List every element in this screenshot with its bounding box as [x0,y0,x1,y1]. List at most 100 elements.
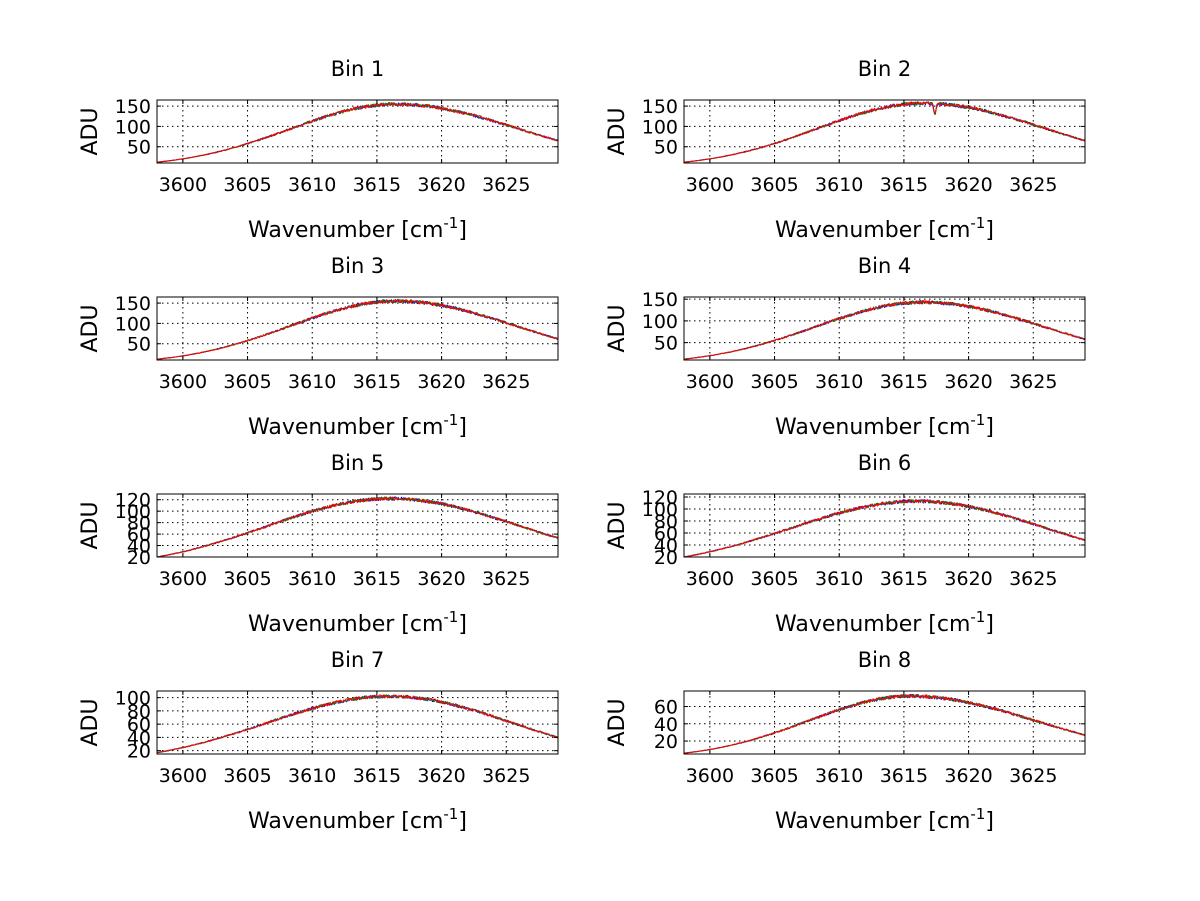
chart-8-xlabel: Wavenumber [cm-1] [775,805,994,834]
chart-5-series-spectrum-c [156,496,559,558]
chart-2-xlabel: Wavenumber [cm-1] [775,214,994,243]
chart-5-title: Bin 5 [331,451,385,475]
chart-1-xtick-label-1: 3605 [223,174,271,196]
chart-7-axes-box [156,690,559,755]
chart-8-ytick-label-1: 40 [654,714,678,736]
chart-7-xtick-label-0: 3600 [159,765,207,787]
chart-7-series-spectrum-c [156,694,559,753]
chart-7-xtick-label-2: 3610 [288,765,336,787]
chart-8-xtick-label-1: 3605 [750,765,798,787]
chart-1-xlabel: Wavenumber [cm-1] [248,214,467,243]
chart-1-series-spectrum-c [156,102,559,163]
chart-3-ylabel: ADU [78,304,103,352]
chart-7-xtick-label-5: 3625 [482,765,530,787]
chart-2-ytick-label-2: 150 [642,96,678,118]
chart-2-axes-box [683,99,1086,164]
chart-6-ytick-label-2: 60 [654,523,678,545]
chart-8-plot-area [684,691,1085,754]
chart-4-title: Bin 4 [858,254,912,278]
chart-3-xlabel: Wavenumber [cm-1] [248,411,467,440]
chart-7-xtick-label-3: 3615 [353,765,401,787]
chart-6-xtick-label-0: 3600 [686,568,734,590]
chart-7-xlabel: Wavenumber [cm-1] [248,805,467,834]
chart-3-axes-box [156,296,559,361]
chart-5-xtick-label-4: 3620 [417,568,465,590]
chart-3-xtick-label-1: 3605 [223,371,271,393]
chart-6-xtick-label-2: 3610 [815,568,863,590]
chart-6-ytick-label-1: 40 [654,535,678,557]
chart-2-ylabel: ADU [605,107,630,155]
chart-1-xtick-label-4: 3620 [417,174,465,196]
chart-6-xtick-label-3: 3615 [880,568,928,590]
chart-1-ytick-label-0: 50 [127,137,151,159]
chart-8-series-spectrum-c [683,693,1086,754]
chart-1-ytick-label-1: 100 [115,116,151,138]
chart-4-series-spectrum-c [683,300,1086,360]
chart-4-axes-box [683,296,1086,361]
chart-2-ytick-label-0: 50 [654,137,678,159]
chart-6-xtick-label-5: 3625 [1009,568,1057,590]
chart-4-xtick-label-2: 3610 [815,371,863,393]
chart-5-ytick-label-3: 80 [127,513,151,535]
chart-2-xtick-label-1: 3605 [750,174,798,196]
chart-1-xtick-label-5: 3625 [482,174,530,196]
chart-2-xtick-label-3: 3615 [880,174,928,196]
chart-3-xtick-label-2: 3610 [288,371,336,393]
chart-8-xtick-label-2: 3610 [815,765,863,787]
chart-2-xtick-label-4: 3620 [944,174,992,196]
chart-4-xtick-label-3: 3615 [880,371,928,393]
chart-6-axes-box [683,493,1086,558]
chart-3-xtick-label-3: 3615 [353,371,401,393]
chart-1-title: Bin 1 [331,57,385,81]
chart-8-xtick-label-3: 3615 [880,765,928,787]
chart-1-ylabel: ADU [78,107,103,155]
chart-4-xtick-label-1: 3605 [750,371,798,393]
chart-6-ytick-label-5: 120 [642,487,678,509]
chart-1-ytick-label-2: 150 [115,96,151,118]
chart-5-plot-area [157,494,558,557]
chart-8-axes-box [683,690,1086,755]
chart-7-ytick-label-3: 80 [127,701,151,723]
chart-7-xtick-label-1: 3605 [223,765,271,787]
chart-8-ytick-label-0: 20 [654,731,678,753]
chart-5-ylabel: ADU [78,501,103,549]
chart-4-ytick-label-2: 150 [642,289,678,311]
chart-1-xtick-label-3: 3615 [353,174,401,196]
chart-5-ytick-label-1: 40 [127,536,151,558]
chart-3-series-spectrum-c [156,298,559,360]
chart-5-xtick-label-2: 3610 [288,568,336,590]
chart-4-ytick-label-0: 50 [654,333,678,355]
chart-1-xtick-label-2: 3610 [288,174,336,196]
chart-7-plot-area [157,691,558,754]
chart-6-title: Bin 6 [858,451,912,475]
chart-5-xtick-label-1: 3605 [223,568,271,590]
chart-5-ytick-label-2: 60 [127,524,151,546]
chart-6-ytick-label-3: 80 [654,511,678,533]
chart-2-plot-area [684,100,1085,163]
chart-6-series-spectrum-c [683,499,1086,558]
chart-2-series-spectrum-c [683,101,1086,163]
chart-4-xtick-label-4: 3620 [944,371,992,393]
chart-7-title: Bin 7 [331,648,385,672]
chart-5-axes-box [156,493,559,558]
chart-7-ylabel: ADU [78,698,103,746]
chart-7-ytick-label-0: 20 [127,741,151,763]
chart-3-xtick-label-4: 3620 [417,371,465,393]
chart-5-ytick-label-4: 100 [115,501,151,523]
chart-1-axes-box [156,99,559,164]
chart-6-xtick-label-4: 3620 [944,568,992,590]
chart-6-xlabel: Wavenumber [cm-1] [775,608,994,637]
chart-8-ytick-label-2: 60 [654,697,678,719]
chart-4-ylabel: ADU [605,304,630,352]
chart-7-xtick-label-4: 3620 [417,765,465,787]
chart-3-xtick-label-5: 3625 [482,371,530,393]
chart-8-xtick-label-5: 3625 [1009,765,1057,787]
chart-4-xlabel: Wavenumber [cm-1] [775,411,994,440]
